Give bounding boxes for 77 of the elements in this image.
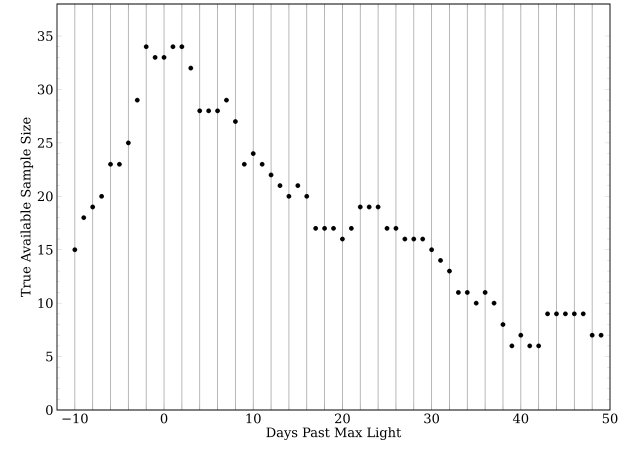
y-tick-label: 10 (38, 298, 53, 308)
x-tick-label: 10 (246, 414, 261, 424)
y-axis-title: True Available Sample Size (20, 117, 34, 298)
x-tick-label: −10 (62, 414, 88, 424)
point (179, 44, 184, 50)
point (313, 226, 318, 231)
point (492, 300, 496, 306)
point (162, 55, 166, 60)
point (126, 140, 131, 146)
point (260, 162, 265, 167)
point (580, 311, 586, 316)
point (99, 194, 104, 199)
y-tick-label: 15 (38, 244, 52, 255)
point (447, 268, 452, 274)
point (278, 183, 282, 188)
point (358, 204, 363, 210)
y-tick-label: 25 (38, 138, 52, 148)
point (438, 258, 443, 263)
point (206, 108, 212, 114)
point (117, 162, 122, 167)
point (563, 311, 568, 316)
point (456, 290, 461, 295)
point (197, 108, 202, 114)
x-tick-label: 30 (424, 414, 440, 424)
point (366, 204, 372, 210)
point (144, 44, 149, 50)
point (545, 311, 550, 316)
point (429, 247, 434, 252)
point (304, 194, 310, 199)
point (215, 108, 220, 114)
point (572, 311, 577, 316)
point (376, 204, 380, 210)
point (81, 215, 86, 220)
point (474, 300, 479, 306)
point (394, 226, 398, 231)
y-tick-label: 0 (46, 405, 53, 415)
point (188, 66, 194, 71)
point (464, 290, 470, 295)
y-tick-label: 35 (38, 31, 52, 41)
point (554, 311, 559, 316)
point (250, 151, 256, 156)
point (384, 226, 390, 231)
point (518, 332, 524, 338)
point (242, 162, 247, 167)
x-tick-label: 40 (512, 414, 528, 424)
point (509, 343, 514, 348)
point (232, 119, 238, 124)
y-tick-label: 5 (46, 352, 52, 362)
x-tick-label: 20 (335, 414, 350, 424)
point (322, 226, 327, 231)
point (108, 162, 113, 167)
point (420, 236, 426, 242)
point (402, 236, 408, 242)
y-tick-label: 20 (38, 191, 53, 202)
x-tick-label: 50 (602, 414, 618, 424)
point (152, 55, 158, 60)
point (500, 322, 506, 327)
point (268, 172, 274, 178)
point (482, 290, 488, 295)
point (590, 332, 595, 338)
point (295, 183, 300, 188)
y-tick-label: 30 (38, 84, 53, 94)
point (224, 98, 229, 103)
point (527, 343, 532, 348)
point (90, 204, 96, 210)
point (411, 236, 416, 242)
point (331, 226, 336, 231)
point (536, 343, 542, 348)
point (598, 332, 604, 338)
point (134, 98, 140, 103)
point (340, 236, 345, 242)
point (72, 247, 78, 252)
point (170, 44, 176, 50)
x-axis-title: Days Past Max Light (266, 427, 402, 440)
point (286, 194, 292, 199)
x-tick-label: 0 (160, 414, 168, 424)
point (348, 226, 354, 231)
